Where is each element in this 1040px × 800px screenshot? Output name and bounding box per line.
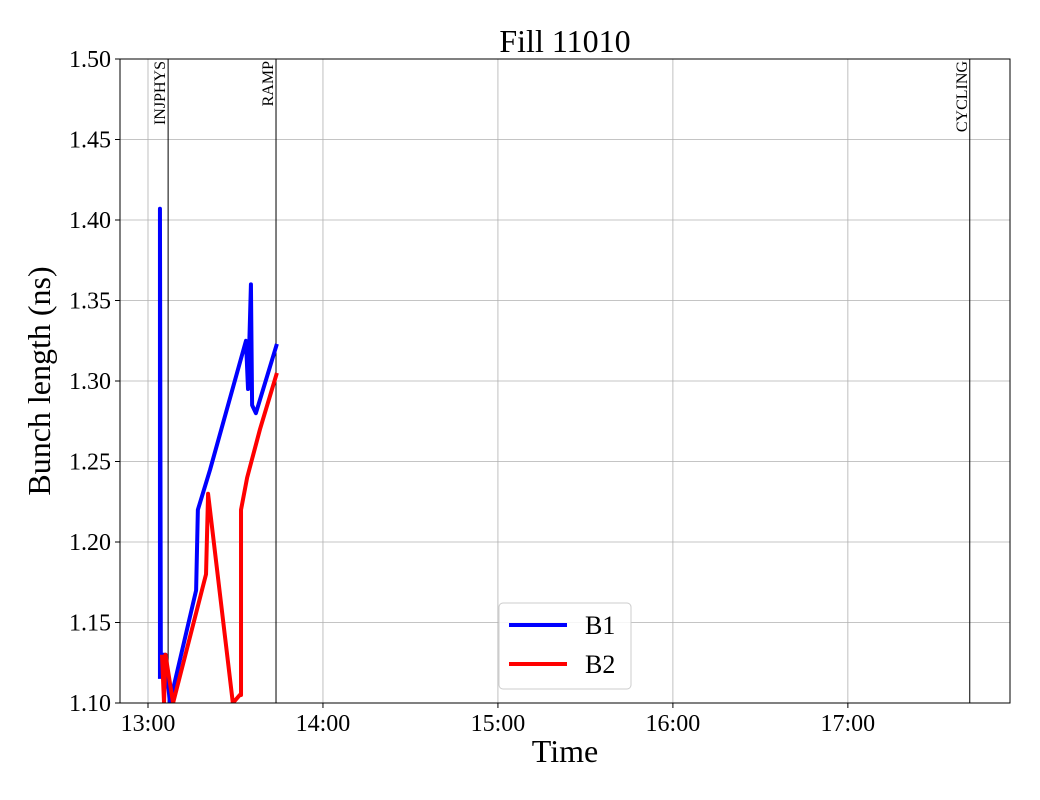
series-line — [159, 372, 279, 703]
y-tick-label: 1.25 — [69, 450, 111, 476]
y-tick-label: 1.40 — [69, 208, 111, 234]
x-tick-label: 15:00 — [471, 711, 526, 737]
phase-label: RAMP — [260, 61, 277, 106]
phase-label: CYCLING — [954, 61, 971, 133]
lines — [157, 206, 279, 703]
chart-title: Fill 11010 — [499, 23, 630, 59]
y-tick-label: 1.20 — [69, 530, 111, 556]
ticks: 1.10 1.15 1.20 1.25 1.30 1.35 1.40 1.45 1.50 13:0… — [69, 47, 875, 737]
legend-label: B1 — [585, 611, 615, 640]
y-tick-label: 1.50 — [69, 47, 111, 73]
y-tick-label: 1.45 — [69, 128, 111, 154]
x-tick-label: 13:00 — [121, 711, 176, 737]
x-axis-label: Time — [532, 733, 598, 769]
y-tick-label: 1.10 — [69, 691, 111, 717]
y-axis-label: Bunch length (ns) — [21, 266, 57, 495]
y-tick-label: 1.35 — [69, 289, 111, 315]
legend-label: B2 — [585, 650, 615, 679]
y-tick-label: 1.30 — [69, 369, 111, 395]
x-tick-label: 16:00 — [646, 711, 701, 737]
series-line — [157, 206, 279, 703]
phase-label: INJPHYS — [152, 61, 169, 125]
x-tick-label: 14:00 — [296, 711, 351, 737]
x-tick-label: 17:00 — [821, 711, 876, 737]
y-tick-label: 1.15 — [69, 611, 111, 637]
